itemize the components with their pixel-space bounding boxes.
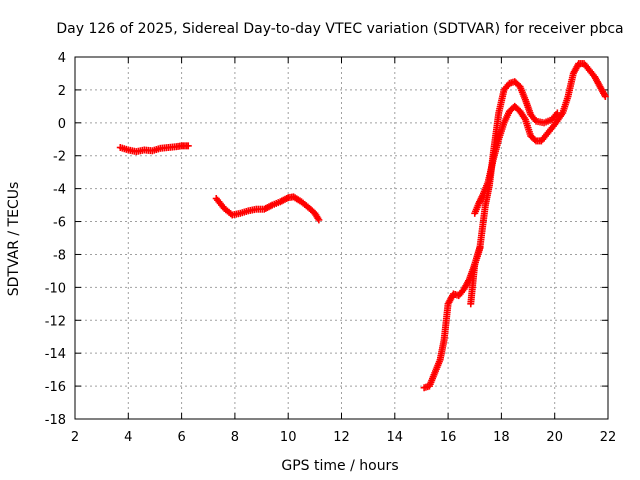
- x-tick-label: 6: [177, 430, 185, 445]
- y-tick-label: 4: [58, 51, 66, 66]
- x-tick-label: 22: [600, 430, 617, 445]
- data-point-marker: [315, 216, 323, 224]
- y-tick-label: 2: [58, 84, 66, 99]
- chart-title: Day 126 of 2025, Sidereal Day-to-day VTE…: [56, 21, 623, 37]
- x-tick-label: 14: [387, 430, 404, 445]
- x-tick-label: 12: [333, 430, 350, 445]
- x-tick-label: 4: [124, 430, 132, 445]
- axes: 2 4 6 8 10 12 14 16 18 20 22-18-16-14-12-10-8-6-4-…: [45, 51, 617, 445]
- y-tick-label: -8: [53, 248, 66, 263]
- y-tick-label: -2: [53, 150, 66, 165]
- x-tick-label: 16: [440, 430, 457, 445]
- x-tick-label: 8: [231, 430, 239, 445]
- x-tick-label: 18: [493, 430, 510, 445]
- x-tick-label: 20: [546, 430, 563, 445]
- x-tick-label: 2: [71, 430, 79, 445]
- y-axis-title: SDTVAR / TECUs: [6, 182, 22, 297]
- data-point-marker: [184, 142, 192, 150]
- y-tick-label: 0: [58, 117, 66, 132]
- y-tick-label: -6: [53, 216, 66, 231]
- y-tick-label: -10: [45, 281, 66, 296]
- x-tick-label: 10: [280, 430, 297, 445]
- y-tick-label: -12: [45, 314, 66, 329]
- x-axis-title: GPS time / hours: [281, 458, 398, 474]
- y-tick-label: -16: [45, 380, 66, 395]
- y-tick-label: -14: [45, 347, 66, 362]
- data-point-marker: [601, 92, 609, 100]
- grid-lines: [75, 57, 608, 419]
- data-markers: [116, 60, 609, 392]
- y-tick-label: -4: [53, 183, 66, 198]
- plot-frame: [74, 56, 609, 420]
- y-tick-label: -18: [45, 413, 66, 428]
